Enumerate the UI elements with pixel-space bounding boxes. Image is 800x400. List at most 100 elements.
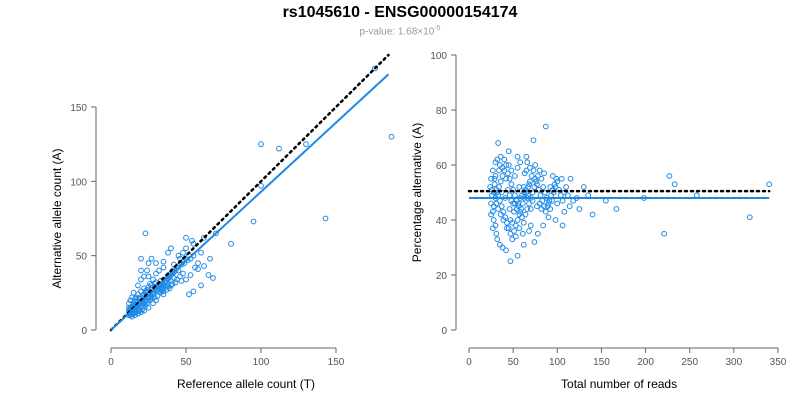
right-data-point	[529, 189, 536, 196]
right-y-tick-label: 40	[436, 216, 448, 227]
right-x-tick-label: 150	[593, 357, 610, 368]
right-data-point	[497, 211, 504, 218]
left-data-point	[303, 141, 309, 148]
right-data-point	[559, 222, 566, 229]
left-fit-line	[110, 73, 390, 331]
right-data-point	[516, 211, 523, 218]
left-data-point	[181, 260, 188, 267]
right-data-point	[494, 236, 501, 243]
left-data-point	[129, 294, 135, 301]
left-data-point	[258, 182, 264, 189]
right-data-point	[511, 208, 517, 215]
right-data-point	[505, 148, 512, 155]
left-y-tick-label: 100	[70, 177, 87, 188]
left-data-point	[258, 141, 264, 148]
left-data-point	[201, 263, 207, 269]
left-data-point	[138, 276, 144, 283]
right-data-point	[506, 192, 513, 199]
right-data-point	[531, 239, 538, 245]
left-data-point	[205, 272, 212, 278]
right-data-point	[545, 214, 552, 221]
right-data-point	[527, 222, 534, 229]
right-data-point	[540, 222, 547, 229]
left-data-point	[169, 270, 176, 277]
right-data-point	[528, 173, 535, 179]
right-data-point	[532, 162, 539, 168]
left-data-point	[322, 215, 329, 222]
left-y-axis-label: Alternative allele count (A)	[50, 148, 64, 288]
left-data-point	[180, 270, 186, 277]
left-data-point	[156, 288, 162, 295]
right-data-point	[524, 159, 531, 166]
right-data-point	[535, 186, 542, 193]
right-data-point	[496, 167, 502, 174]
right-data-point	[523, 153, 530, 160]
left-reference-line	[109, 53, 390, 332]
right-data-point	[497, 153, 504, 160]
subtitle-exponent: -5	[434, 25, 441, 32]
right-data-point	[500, 217, 507, 223]
right-data-point	[693, 192, 700, 199]
left-y-tick-label: 0	[81, 326, 87, 337]
left-y-tick-label: 150	[70, 103, 87, 114]
right-data-point	[564, 192, 571, 199]
right-data-point	[527, 178, 533, 185]
right-data-point	[536, 167, 543, 174]
right-data-point	[530, 167, 537, 174]
right-data-point	[499, 164, 506, 171]
chart-title: rs1045610 - ENSG00000154174	[282, 4, 518, 21]
left-data-point	[198, 249, 204, 256]
right-data-point	[559, 197, 566, 204]
left-data-point	[144, 286, 150, 293]
left-data-point	[228, 240, 234, 247]
right-data-point	[491, 175, 498, 182]
left-data-point	[276, 145, 282, 152]
right-data-point	[666, 173, 673, 179]
right-data-point	[558, 175, 565, 182]
right-data-point	[534, 230, 541, 237]
left-data-point	[136, 306, 143, 313]
right-data-point	[495, 206, 502, 212]
right-data-point	[512, 173, 518, 179]
right-data-point	[512, 233, 519, 240]
right-data-point	[551, 181, 558, 188]
subtitle-prefix: p-value: 1.68×10	[359, 26, 435, 38]
right-data-point	[522, 211, 529, 218]
right-data-point	[526, 181, 532, 188]
right-data-point	[505, 162, 512, 168]
right-data-point	[526, 200, 532, 207]
right-x-axis-label: Total number of reads	[561, 377, 677, 391]
left-data-point	[183, 234, 189, 241]
right-data-point	[519, 230, 526, 237]
right-data-point	[671, 181, 678, 188]
left-data-point	[126, 304, 132, 311]
left-data-point	[141, 301, 147, 308]
right-data-point	[499, 173, 506, 179]
left-data-point	[168, 282, 174, 289]
left-data-point	[190, 240, 197, 247]
left-data-point	[166, 273, 173, 280]
right-data-point	[554, 200, 561, 207]
right-data-point	[504, 186, 511, 193]
left-data-point	[169, 281, 176, 287]
right-data-point	[541, 170, 547, 177]
right-y-tick-label: 20	[436, 271, 448, 282]
right-data-point	[514, 252, 521, 259]
right-data-point	[580, 184, 587, 190]
right-data-point	[498, 203, 505, 210]
right-data-point	[512, 200, 518, 207]
right-data-point	[503, 162, 509, 168]
left-data-point	[180, 249, 186, 256]
right-x-tick-label: 100	[549, 357, 566, 368]
left-data-point	[172, 267, 179, 274]
right-data-point	[602, 197, 609, 204]
left-data-point	[168, 272, 174, 278]
left-data-point	[127, 297, 134, 304]
right-data-point	[497, 178, 504, 185]
right-y-axis-label: Percentage alternative (A)	[410, 123, 424, 262]
left-data-point	[129, 313, 135, 320]
right-data-point	[505, 225, 512, 232]
left-data-point	[135, 282, 141, 289]
right-data-point	[512, 192, 518, 199]
right-data-point	[530, 137, 537, 144]
